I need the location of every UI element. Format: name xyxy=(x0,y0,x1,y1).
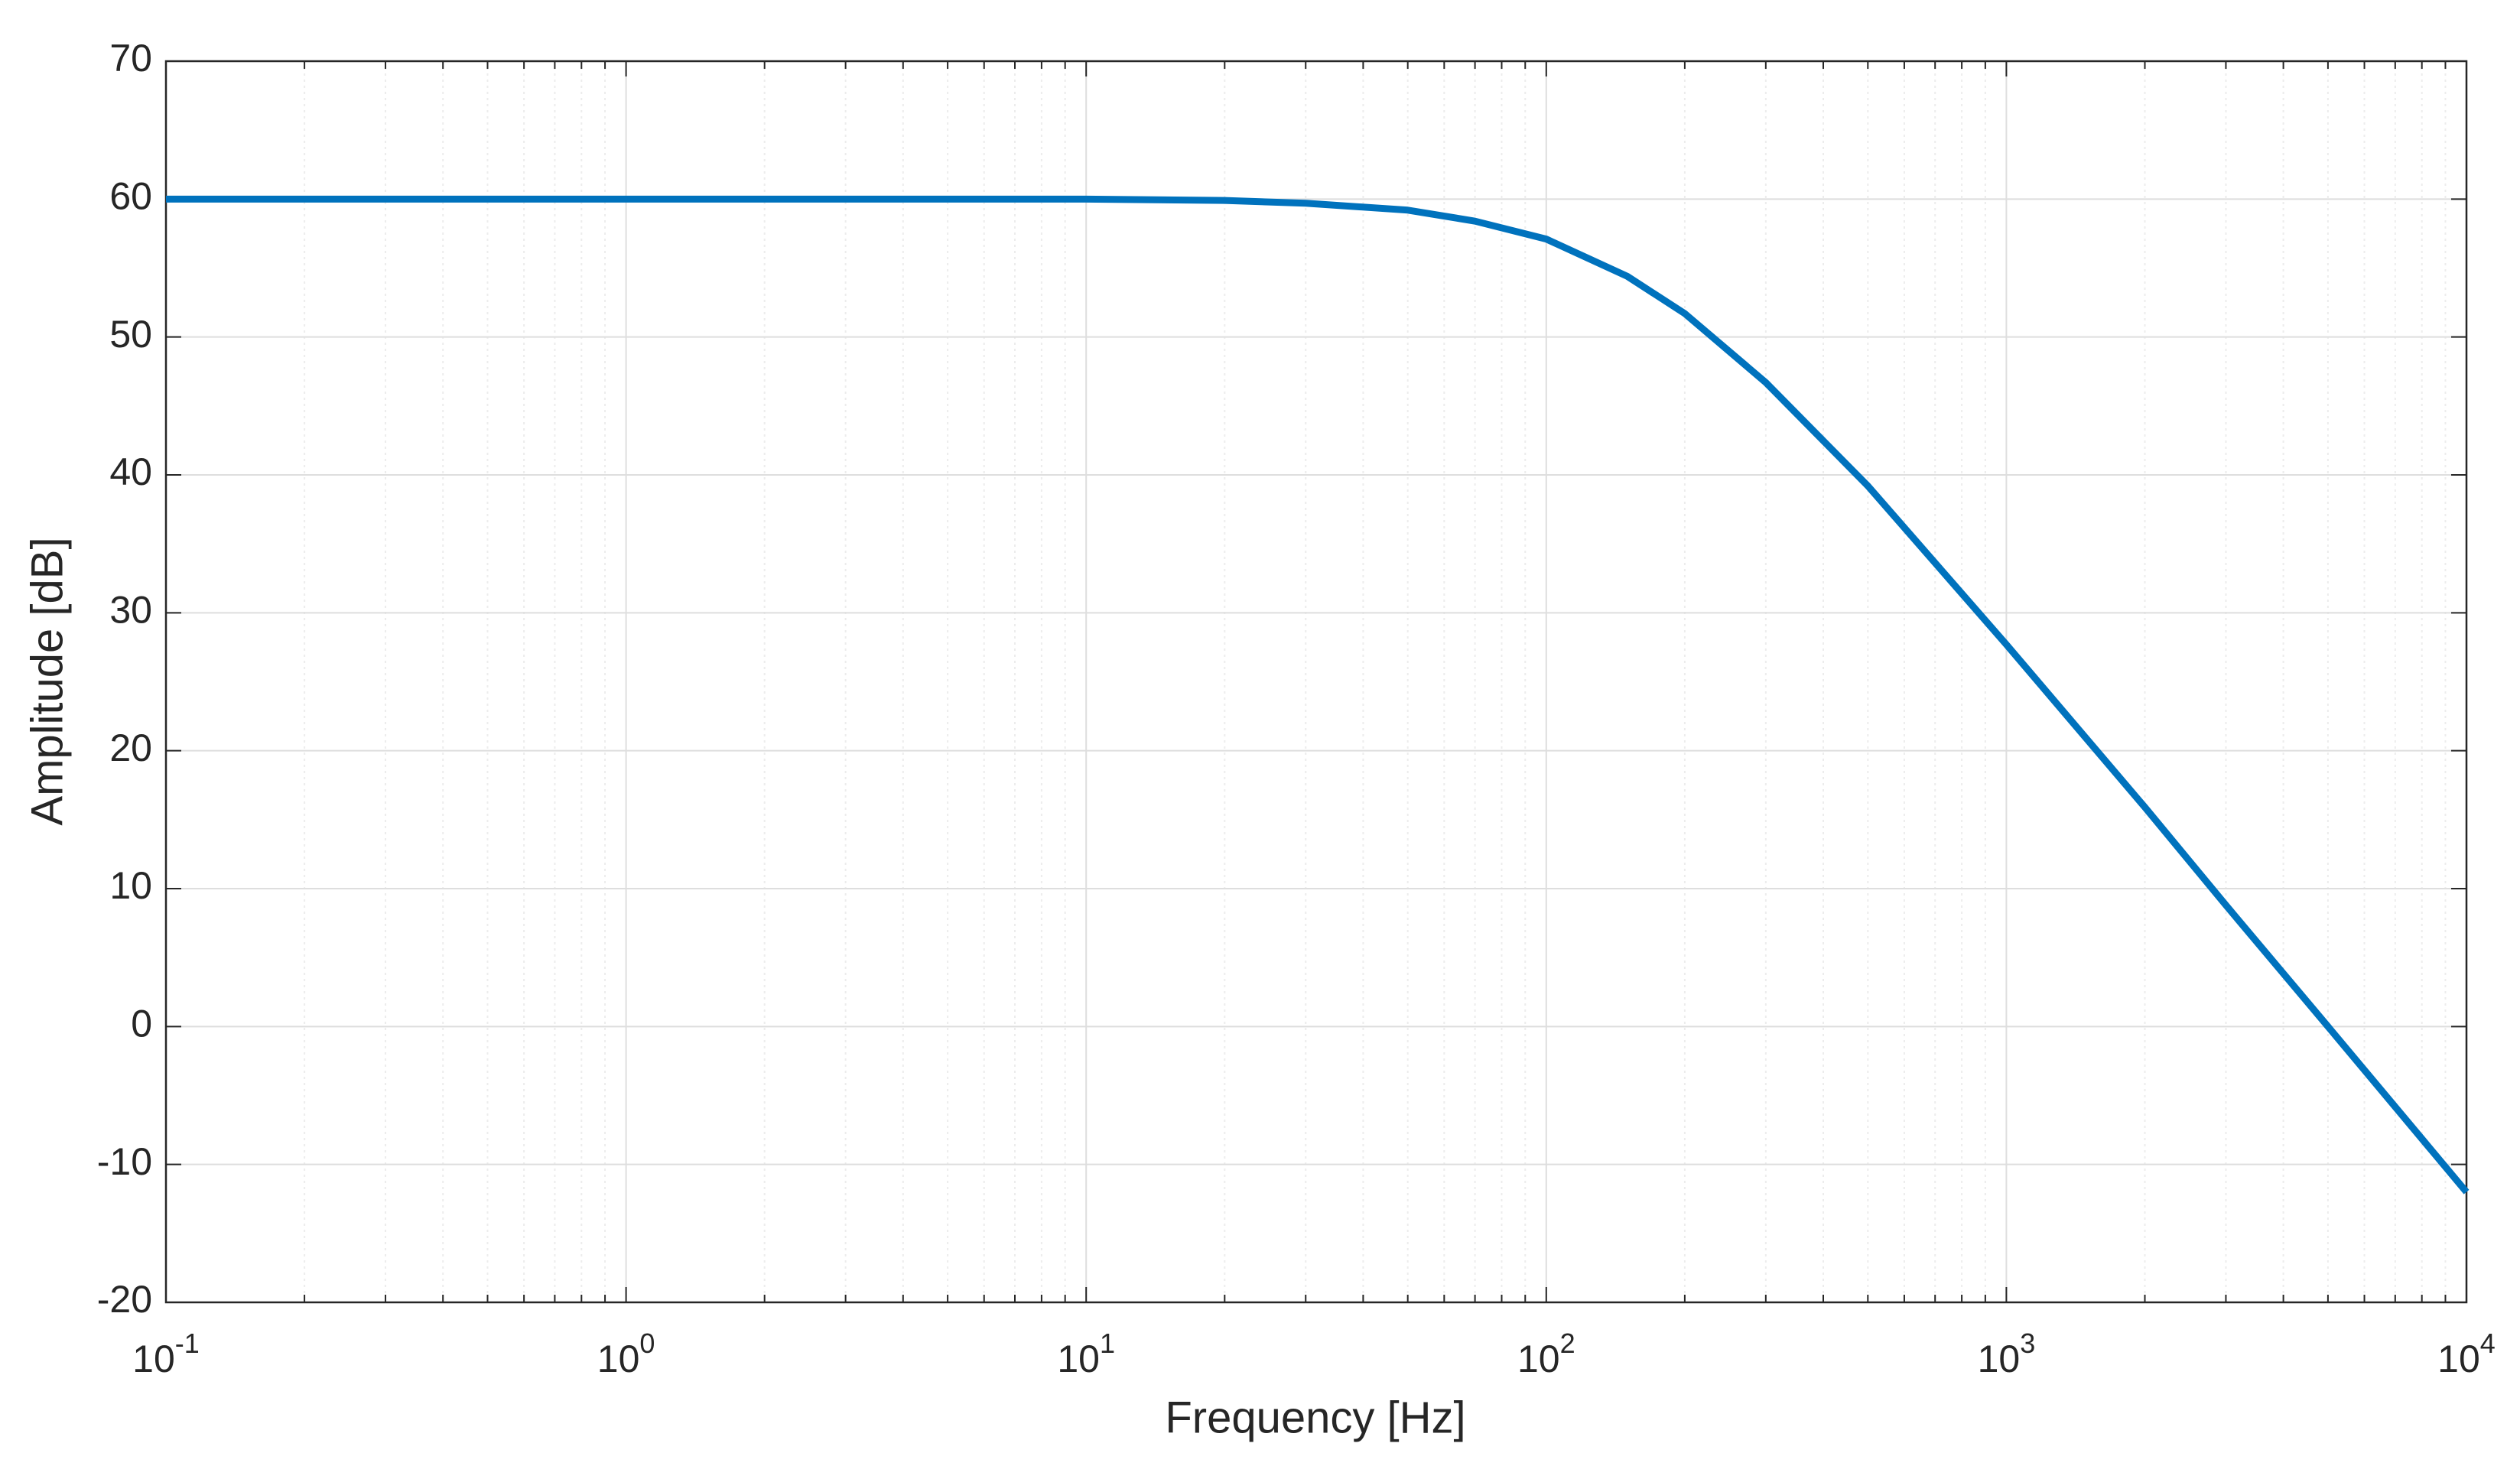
x-tick-label: 101 xyxy=(1057,1328,1115,1381)
x-tick-base: 10 xyxy=(597,1338,640,1380)
x-tick-label: 100 xyxy=(597,1328,655,1381)
x-tick-exponent: -1 xyxy=(175,1328,200,1359)
x-tick-exponent: 0 xyxy=(639,1328,655,1359)
x-tick-exponent: 2 xyxy=(1560,1328,1575,1359)
y-tick-label: 70 xyxy=(109,37,152,80)
x-tick-label: 10-1 xyxy=(132,1328,200,1381)
x-tick-base: 10 xyxy=(132,1338,175,1380)
x-tick-base: 10 xyxy=(1057,1338,1100,1380)
y-tick-label: 30 xyxy=(109,589,152,632)
series-line xyxy=(166,195,2470,1195)
x-tick-exponent: 4 xyxy=(2480,1328,2496,1359)
x-tick-label: 103 xyxy=(1978,1328,2036,1381)
x-tick-base: 10 xyxy=(2437,1338,2480,1380)
y-tick-label: -20 xyxy=(97,1278,152,1321)
y-tick-label: 0 xyxy=(131,1003,152,1045)
x-tick-exponent: 3 xyxy=(2020,1328,2035,1359)
x-axis-label: Frequency [Hz] xyxy=(1165,1393,1465,1442)
y-tick-label: 20 xyxy=(109,726,152,769)
x-tick-exponent: 1 xyxy=(1100,1328,1115,1359)
x-tick-label: 102 xyxy=(1517,1328,1575,1381)
x-tick-base: 10 xyxy=(1978,1338,2021,1380)
y-tick-label: 10 xyxy=(109,864,152,907)
y-tick-label: 40 xyxy=(109,450,152,493)
y-axis-label: Amplitude [dB] xyxy=(22,537,72,825)
y-tick-label: 60 xyxy=(109,175,152,218)
x-tick-label: 104 xyxy=(2437,1328,2496,1381)
y-tick-label: -10 xyxy=(97,1140,152,1183)
y-tick-label: 50 xyxy=(109,313,152,356)
x-tick-base: 10 xyxy=(1517,1338,1560,1380)
axes-box xyxy=(164,60,2468,1304)
